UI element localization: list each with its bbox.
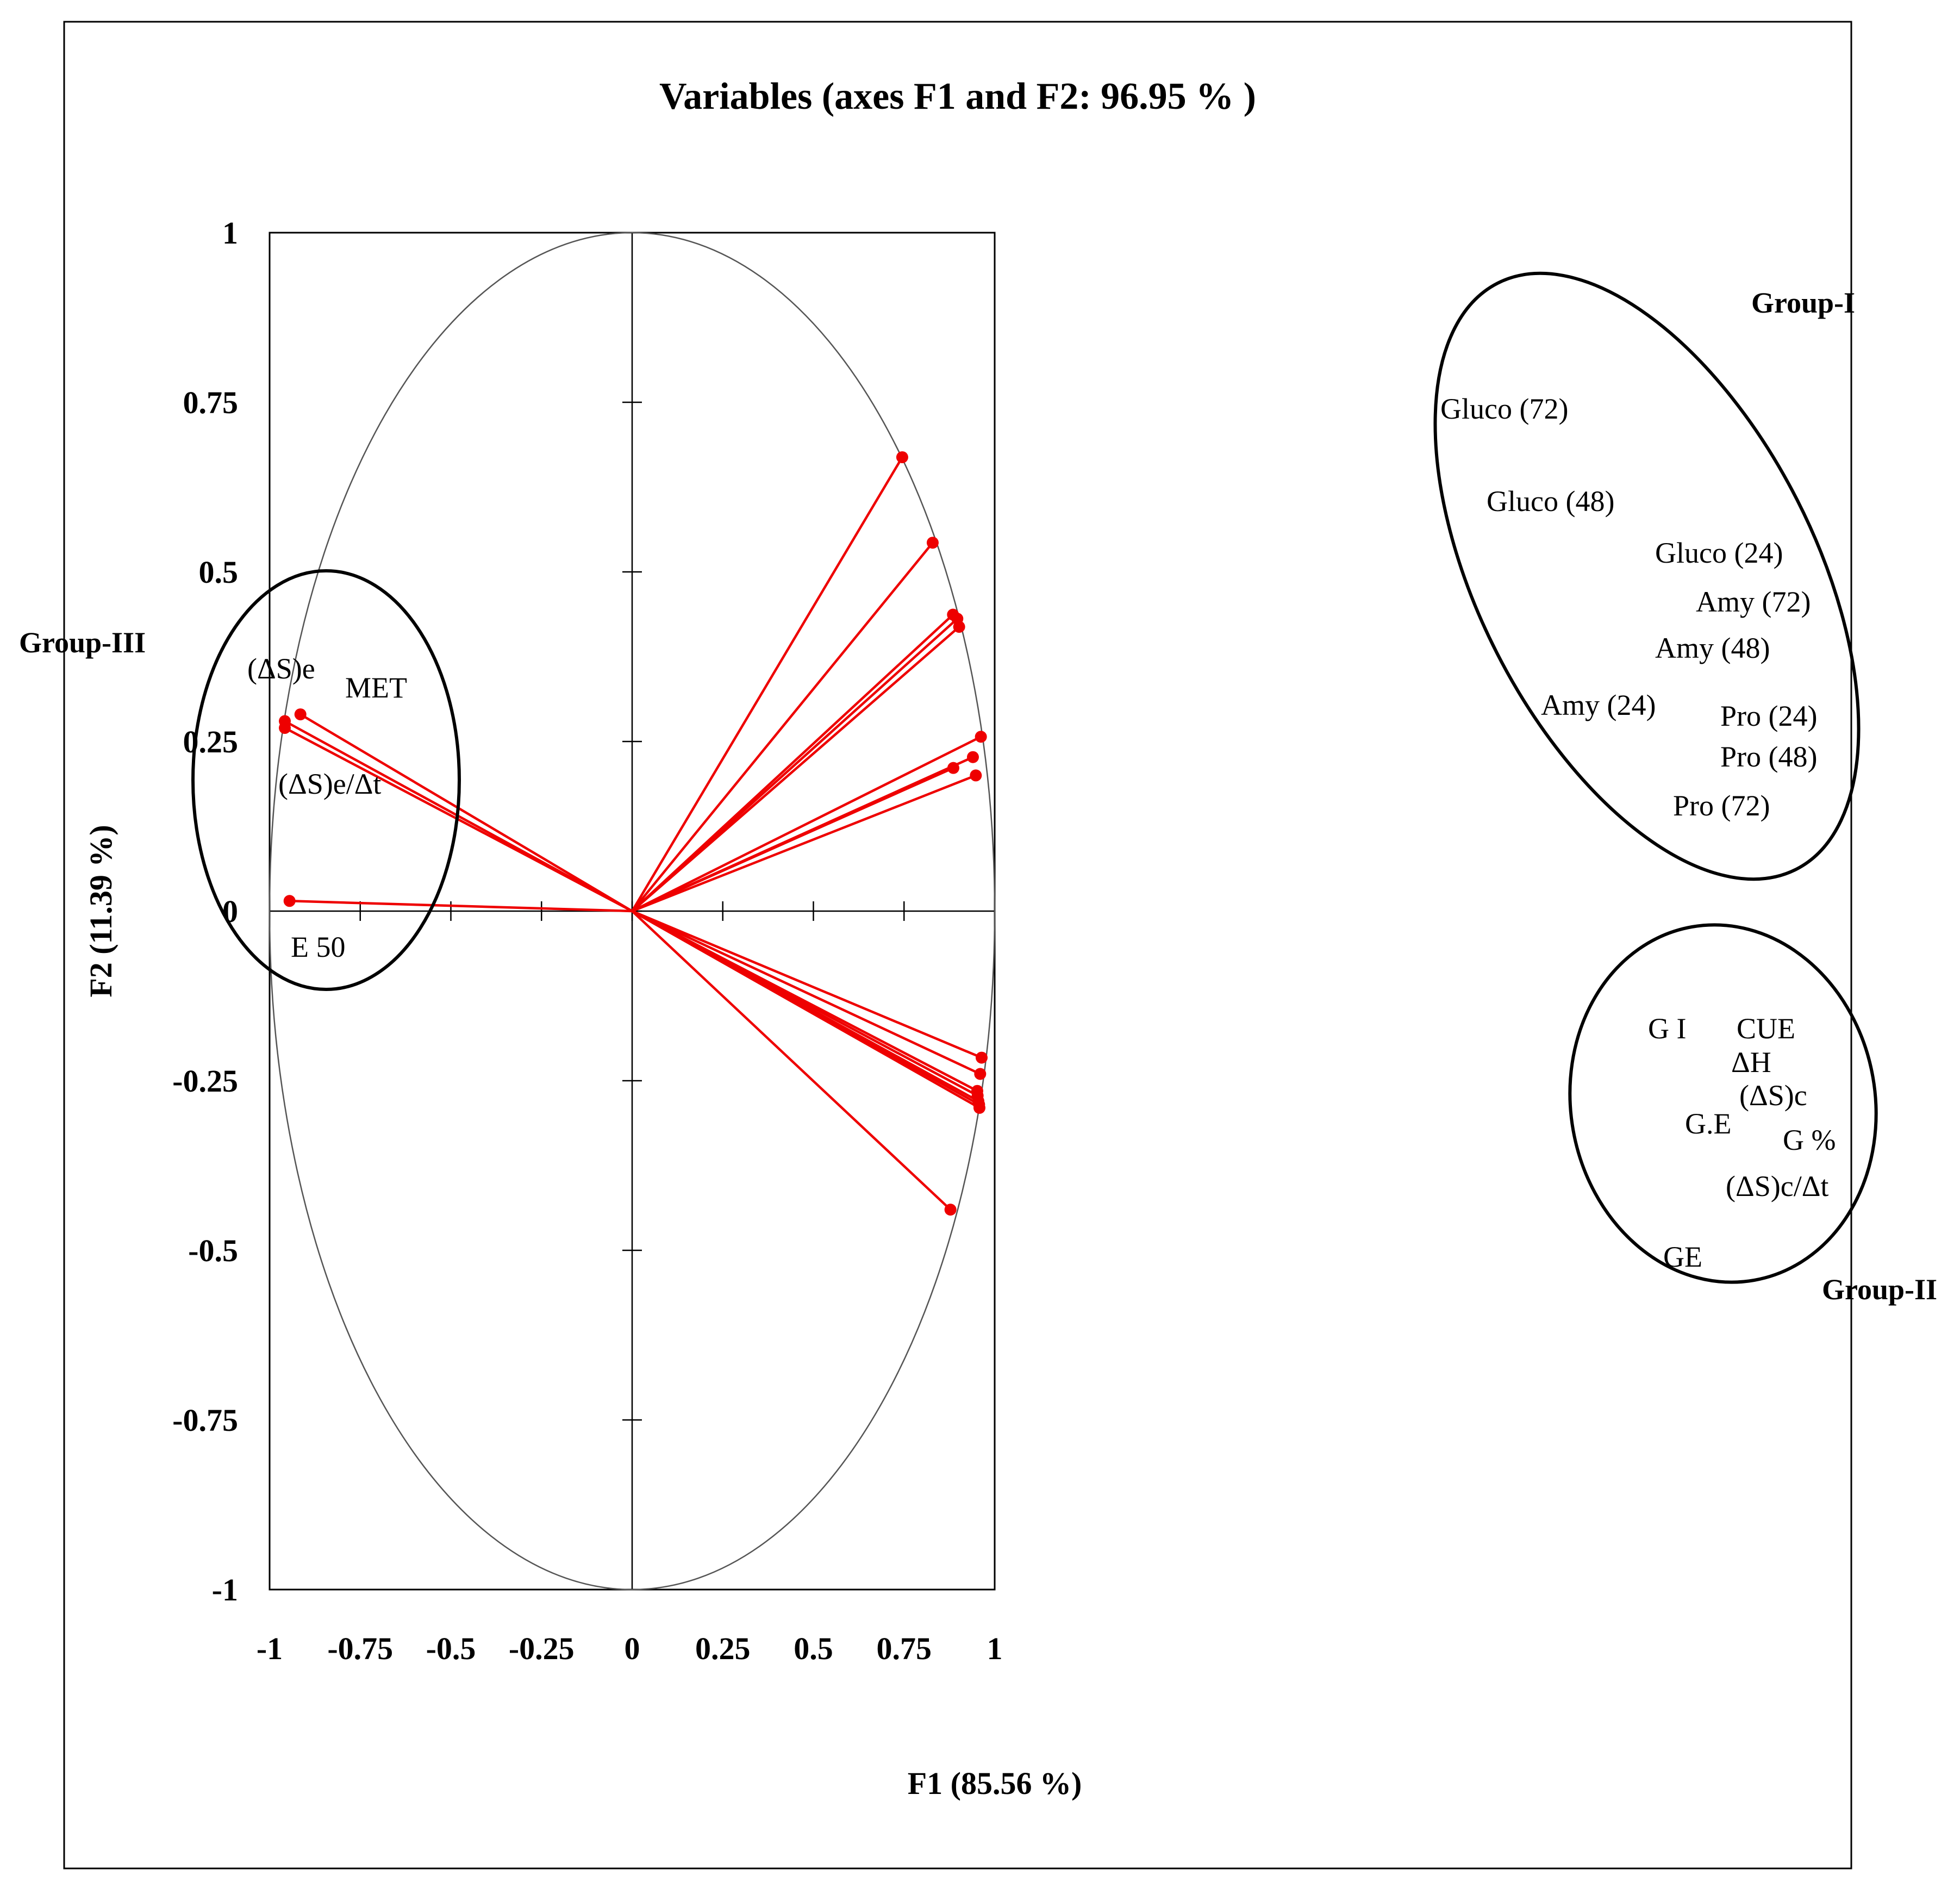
variable-vector — [632, 774, 977, 913]
y-axis-title: F2 (11.39 %) — [83, 825, 118, 997]
variable-vector — [632, 909, 982, 1059]
y-tick-label: 0.75 — [183, 385, 239, 420]
variable-point — [966, 751, 979, 763]
figure-frame — [63, 21, 1852, 1870]
x-tick-label: -0.25 — [509, 1631, 575, 1666]
variable-vector — [632, 909, 981, 1075]
variable-vector — [631, 910, 980, 1106]
y-tick-label: -0.25 — [172, 1063, 238, 1099]
variable-label: Gluco (48) — [1487, 485, 1614, 518]
y-tick-label: 0.5 — [199, 554, 239, 590]
variable-label: GE — [1663, 1241, 1702, 1273]
chart-title: Variables (axes F1 and F2: 96.95 % ) — [659, 76, 1256, 117]
variable-label: Pro (48) — [1720, 740, 1817, 773]
group-label: Group-II — [1822, 1273, 1937, 1306]
variable-label: Gluco (72) — [1440, 392, 1568, 425]
variable-point — [953, 621, 965, 633]
variable-point — [944, 1204, 957, 1216]
variable-label: G.E — [1685, 1107, 1731, 1140]
variable-label: (ΔS)e — [247, 652, 315, 685]
variable-label: E 50 — [291, 931, 346, 963]
variable-label: CUE — [1737, 1012, 1795, 1045]
x-tick-label: 0.5 — [794, 1631, 833, 1666]
variable-point — [975, 1051, 988, 1064]
variable-label: (ΔS)c/Δt — [1726, 1170, 1828, 1202]
variable-label: Amy (72) — [1696, 585, 1811, 618]
variable-vector — [631, 541, 934, 912]
variable-point — [970, 769, 982, 782]
variable-label: G % — [1783, 1124, 1836, 1156]
variable-vector — [299, 713, 633, 912]
variable-label: Amy (48) — [1655, 632, 1770, 664]
variable-point — [279, 722, 291, 734]
variable-point — [973, 1098, 985, 1111]
x-tick-label: -0.5 — [426, 1631, 476, 1666]
y-tick-label: -0.5 — [188, 1233, 238, 1268]
variable-vector — [631, 456, 903, 912]
y-tick-label: 1 — [222, 215, 238, 251]
x-tick-label: 1 — [987, 1631, 1003, 1666]
x-tick-label: -1 — [257, 1631, 283, 1666]
variable-vector — [631, 626, 960, 912]
x-tick-label: 0.25 — [695, 1631, 751, 1666]
variable-vector — [631, 736, 982, 913]
group-iii-ellipse — [191, 569, 461, 991]
variable-point — [975, 731, 987, 743]
variable-label: ΔH — [1731, 1046, 1771, 1079]
unit-circle-layer — [269, 232, 996, 1591]
variable-label: G I — [1648, 1012, 1686, 1045]
variable-vector — [632, 756, 973, 913]
group-label: Group-III — [19, 626, 146, 659]
group-label: Group-I — [1751, 286, 1855, 319]
correlation-circle — [269, 232, 996, 1591]
group-ellipses-layer — [191, 271, 1878, 1284]
axes-layer: -1 -0.75 -0.5 -0.25 0 0.25 0.5 0.75 1 1 0.75 0.5 0.2… — [172, 215, 1002, 1666]
group-i-ellipse — [1433, 271, 1861, 881]
variable-label: Amy (24) — [1541, 689, 1656, 721]
y-tick-label: 0.25 — [183, 724, 239, 759]
x-tick-label: 0 — [625, 1631, 640, 1666]
variable-label: Gluco (24) — [1655, 537, 1783, 569]
y-tick-label: -0.75 — [172, 1403, 238, 1438]
variable-point — [294, 708, 307, 721]
variable-label: (ΔS)c — [1739, 1079, 1807, 1112]
vectors-layer — [279, 451, 988, 1216]
y-tick-label: -1 — [212, 1572, 238, 1607]
labels-layer: Gluco (72) Gluco (48) Gluco (24) Amy (72) Am… — [19, 286, 1937, 1306]
variable-label: (ΔS)e/Δt — [278, 768, 381, 800]
x-axis-title: F1 (85.56 %) — [908, 1766, 1082, 1801]
variable-label: Pro (72) — [1673, 789, 1770, 822]
variable-point — [283, 895, 296, 907]
variable-point — [926, 537, 939, 549]
x-tick-label: -0.75 — [327, 1631, 393, 1666]
variable-point — [974, 1068, 987, 1080]
variable-vector — [631, 910, 952, 1211]
x-tick-label: 0.75 — [877, 1631, 932, 1666]
variable-point — [896, 451, 908, 464]
variable-label: Pro (24) — [1720, 700, 1817, 732]
group-ii-ellipse — [1568, 923, 1878, 1284]
variable-point — [971, 1089, 984, 1102]
variable-label: MET — [345, 671, 407, 704]
variable-vector — [289, 900, 633, 913]
